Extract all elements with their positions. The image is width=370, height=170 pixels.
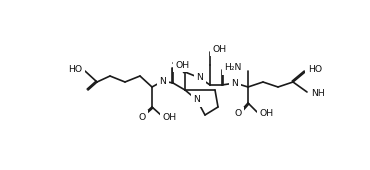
Text: O: O [234,109,242,118]
Text: OH: OH [176,61,190,70]
Text: H₂N: H₂N [225,64,242,72]
Text: O: O [138,113,146,122]
Text: HO: HO [68,64,82,73]
Text: OH: OH [260,109,274,118]
Text: NH: NH [311,89,325,98]
Text: N: N [232,79,238,88]
Text: N: N [196,73,204,82]
Text: N: N [159,76,166,86]
Text: OH: OH [213,45,227,54]
Text: HO: HO [308,64,322,73]
Text: OH: OH [163,114,177,123]
Text: N: N [194,96,201,105]
Text: H₂N: H₂N [225,64,242,72]
